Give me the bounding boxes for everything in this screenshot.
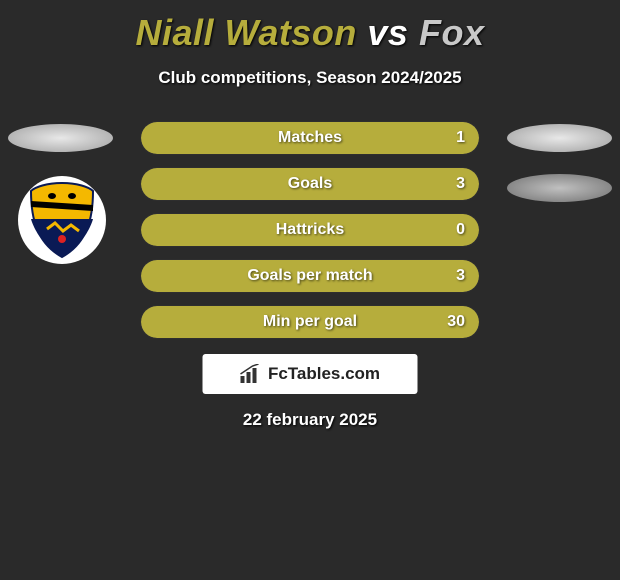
stat-bar-fill-p1 <box>141 122 479 154</box>
stat-bar: Goals per match3 <box>140 259 480 293</box>
player2-avatar-placeholder-2 <box>507 174 612 202</box>
date-text: 22 february 2025 <box>0 410 620 430</box>
stat-bar-fill-p1 <box>141 214 479 246</box>
player2-avatar-placeholder-1 <box>507 124 612 152</box>
logo-text: FcTables.com <box>268 364 380 384</box>
club-crest <box>18 176 106 264</box>
stat-bar: Goals3 <box>140 167 480 201</box>
stat-bar: Min per goal30 <box>140 305 480 339</box>
stat-bar-fill-p1 <box>141 168 479 200</box>
fctables-logo[interactable]: FcTables.com <box>203 354 418 394</box>
stat-bar: Matches1 <box>140 121 480 155</box>
subtitle: Club competitions, Season 2024/2025 <box>0 68 620 88</box>
player1-avatar-placeholder <box>8 124 113 152</box>
shield-icon <box>27 181 97 259</box>
vs-text: vs <box>367 12 408 53</box>
stat-bar-fill-p1 <box>141 306 479 338</box>
player2-name: Fox <box>419 12 485 53</box>
stat-bar-fill-p1 <box>141 260 479 292</box>
comparison-title: Niall Watson vs Fox <box>0 0 620 54</box>
stats-bars: Matches1 Goals3 Hattricks0 Goals per match3… <box>140 121 480 351</box>
stat-bar: Hattricks0 <box>140 213 480 247</box>
bars-icon <box>240 364 262 384</box>
player1-name: Niall Watson <box>136 12 357 53</box>
